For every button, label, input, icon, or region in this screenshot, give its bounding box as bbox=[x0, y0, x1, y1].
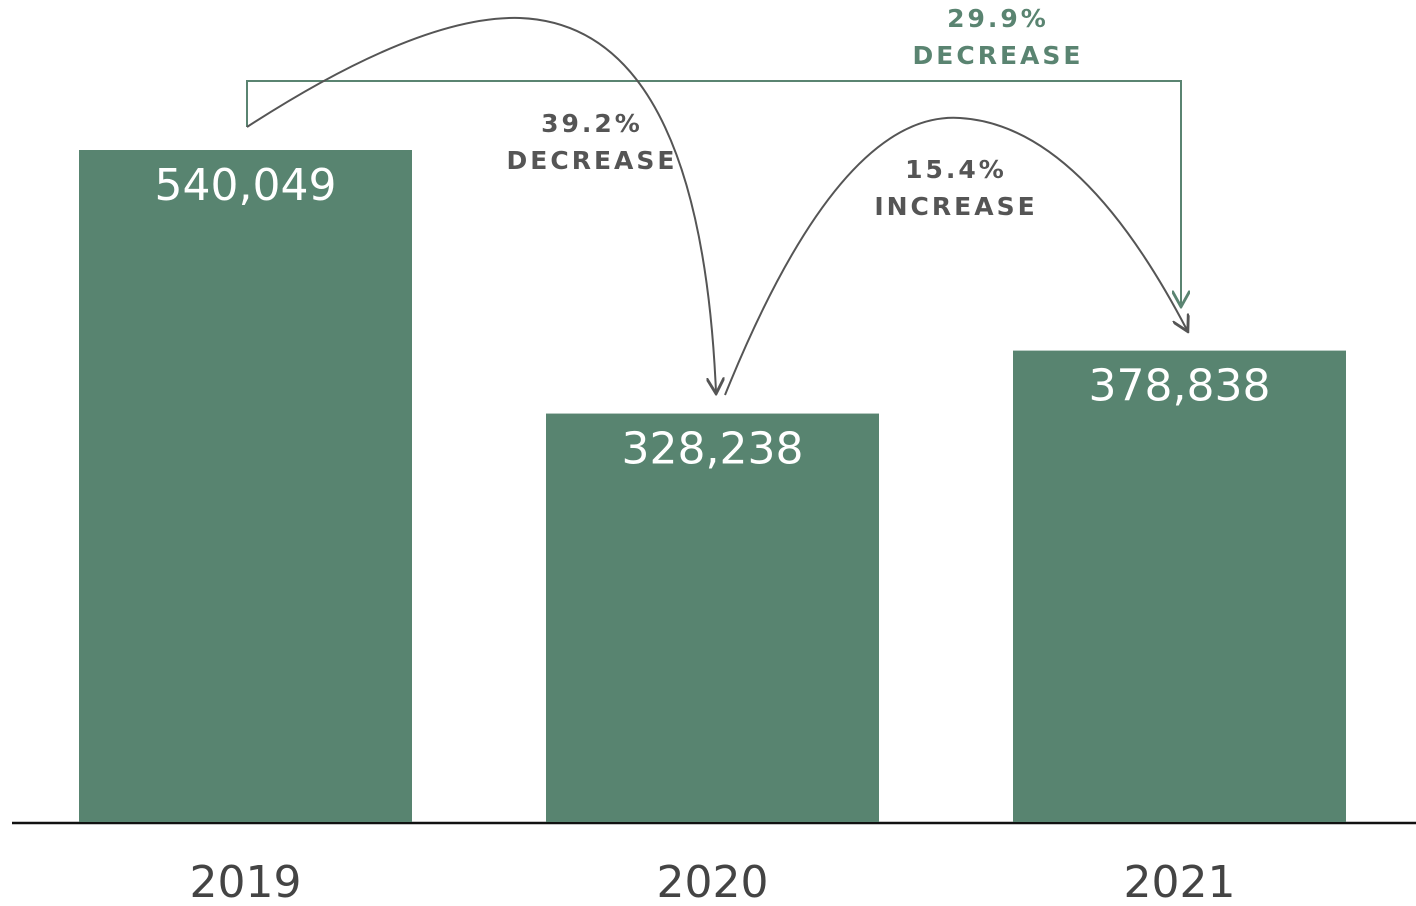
value-label: 540,049 bbox=[155, 160, 337, 211]
annotation-change: DECREASE bbox=[913, 41, 1084, 70]
value-label: 328,238 bbox=[622, 424, 804, 475]
annotation-percent: 39.2% bbox=[541, 109, 643, 138]
bar bbox=[79, 150, 412, 822]
curve-arrow bbox=[246, 16, 716, 392]
x-tick-label: 2020 bbox=[657, 857, 769, 906]
annotation-percent: 15.4% bbox=[905, 155, 1007, 184]
bar bbox=[1013, 350, 1346, 822]
bracket-arrow bbox=[246, 80, 1181, 305]
annotation-change: DECREASE bbox=[507, 146, 678, 175]
annotation-change: INCREASE bbox=[874, 192, 1037, 221]
x-tick-label: 2021 bbox=[1124, 857, 1236, 906]
value-label: 378,838 bbox=[1089, 361, 1271, 412]
x-tick-label: 2019 bbox=[190, 857, 302, 906]
bar bbox=[546, 413, 879, 822]
annotation-percent: 29.9% bbox=[947, 4, 1049, 33]
curve-arrow bbox=[724, 116, 1187, 396]
